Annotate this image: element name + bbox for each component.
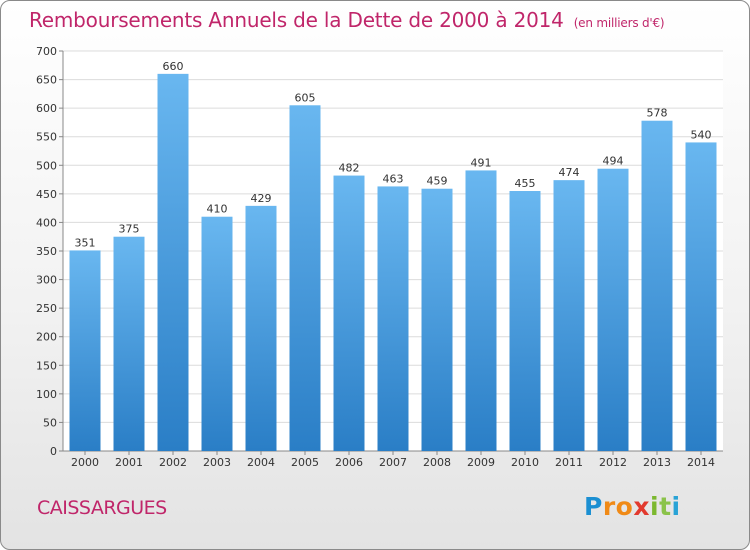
bar <box>597 168 629 451</box>
x-tick-label: 2001 <box>115 456 143 469</box>
x-tick-label: 2003 <box>203 456 231 469</box>
x-tick-label: 2013 <box>643 456 671 469</box>
y-tick-label: 650 <box>36 74 57 87</box>
y-tick-label: 600 <box>36 102 57 115</box>
x-tick-label: 2012 <box>599 456 627 469</box>
bar <box>289 105 321 452</box>
x-tick-label: 2000 <box>71 456 99 469</box>
bar-value-label: 482 <box>339 162 360 175</box>
bar-value-label: 351 <box>75 236 96 249</box>
logo-letter: P <box>584 492 603 521</box>
y-tick-label: 450 <box>36 188 57 201</box>
bar <box>509 191 541 451</box>
bar-value-label: 463 <box>383 172 404 185</box>
chart-title: Remboursements Annuels de la Dette de 20… <box>29 8 665 32</box>
bar-value-label: 455 <box>515 177 536 190</box>
bar-value-label: 491 <box>471 156 492 169</box>
x-tick-label: 2002 <box>159 456 187 469</box>
bar-value-label: 494 <box>603 155 624 168</box>
bar-value-label: 410 <box>207 203 228 216</box>
bar <box>421 188 453 451</box>
logo-letter: r <box>602 492 616 521</box>
x-tick-label: 2005 <box>291 456 319 469</box>
bar <box>641 120 673 451</box>
bar <box>333 175 365 452</box>
logo-letter: o <box>615 492 634 521</box>
y-tick-label: 250 <box>36 302 57 315</box>
y-tick-label: 100 <box>36 388 57 401</box>
bar-value-label: 540 <box>691 128 712 141</box>
y-tick-label: 50 <box>43 416 57 429</box>
chart-title-text: Remboursements Annuels de la Dette de 20… <box>29 8 564 32</box>
bar-value-label: 375 <box>119 223 140 236</box>
bar <box>157 73 189 451</box>
x-tick-label: 2006 <box>335 456 363 469</box>
logo-letter: i <box>671 492 681 521</box>
bar <box>113 236 145 451</box>
y-tick-label: 300 <box>36 274 57 287</box>
logo-letter: i <box>650 492 660 521</box>
y-tick-label: 550 <box>36 131 57 144</box>
x-tick-label: 2010 <box>511 456 539 469</box>
bar <box>685 142 717 451</box>
bar-value-label: 459 <box>427 175 448 188</box>
bar-value-label: 474 <box>559 166 580 179</box>
x-tick-label: 2009 <box>467 456 495 469</box>
y-tick-label: 0 <box>50 445 57 458</box>
x-tick-label: 2007 <box>379 456 407 469</box>
x-tick-label: 2011 <box>555 456 583 469</box>
bar-value-label: 660 <box>163 60 184 73</box>
bar <box>465 170 497 451</box>
x-tick-label: 2004 <box>247 456 275 469</box>
logo-letter: t <box>659 492 672 521</box>
proxiti-logo[interactable]: Proxiti <box>584 492 681 521</box>
bar <box>377 186 409 451</box>
bar <box>69 250 101 451</box>
y-tick-label: 700 <box>36 45 57 58</box>
y-tick-label: 350 <box>36 245 57 258</box>
y-tick-label: 200 <box>36 331 57 344</box>
bar-value-label: 429 <box>251 192 272 205</box>
y-tick-label: 500 <box>36 159 57 172</box>
bar-value-label: 578 <box>647 107 668 120</box>
chart-subtitle: (en milliers d'€) <box>573 16 665 30</box>
y-tick-label: 400 <box>36 216 57 229</box>
logo-letter: x <box>633 492 650 521</box>
commune-name: CAISSARGUES <box>37 497 167 519</box>
y-tick-label: 150 <box>36 359 57 372</box>
x-tick-label: 2008 <box>423 456 451 469</box>
bar <box>245 205 277 451</box>
bar <box>201 216 233 451</box>
bar-value-label: 605 <box>295 91 316 104</box>
x-tick-label: 2014 <box>687 456 715 469</box>
bar <box>553 180 585 451</box>
